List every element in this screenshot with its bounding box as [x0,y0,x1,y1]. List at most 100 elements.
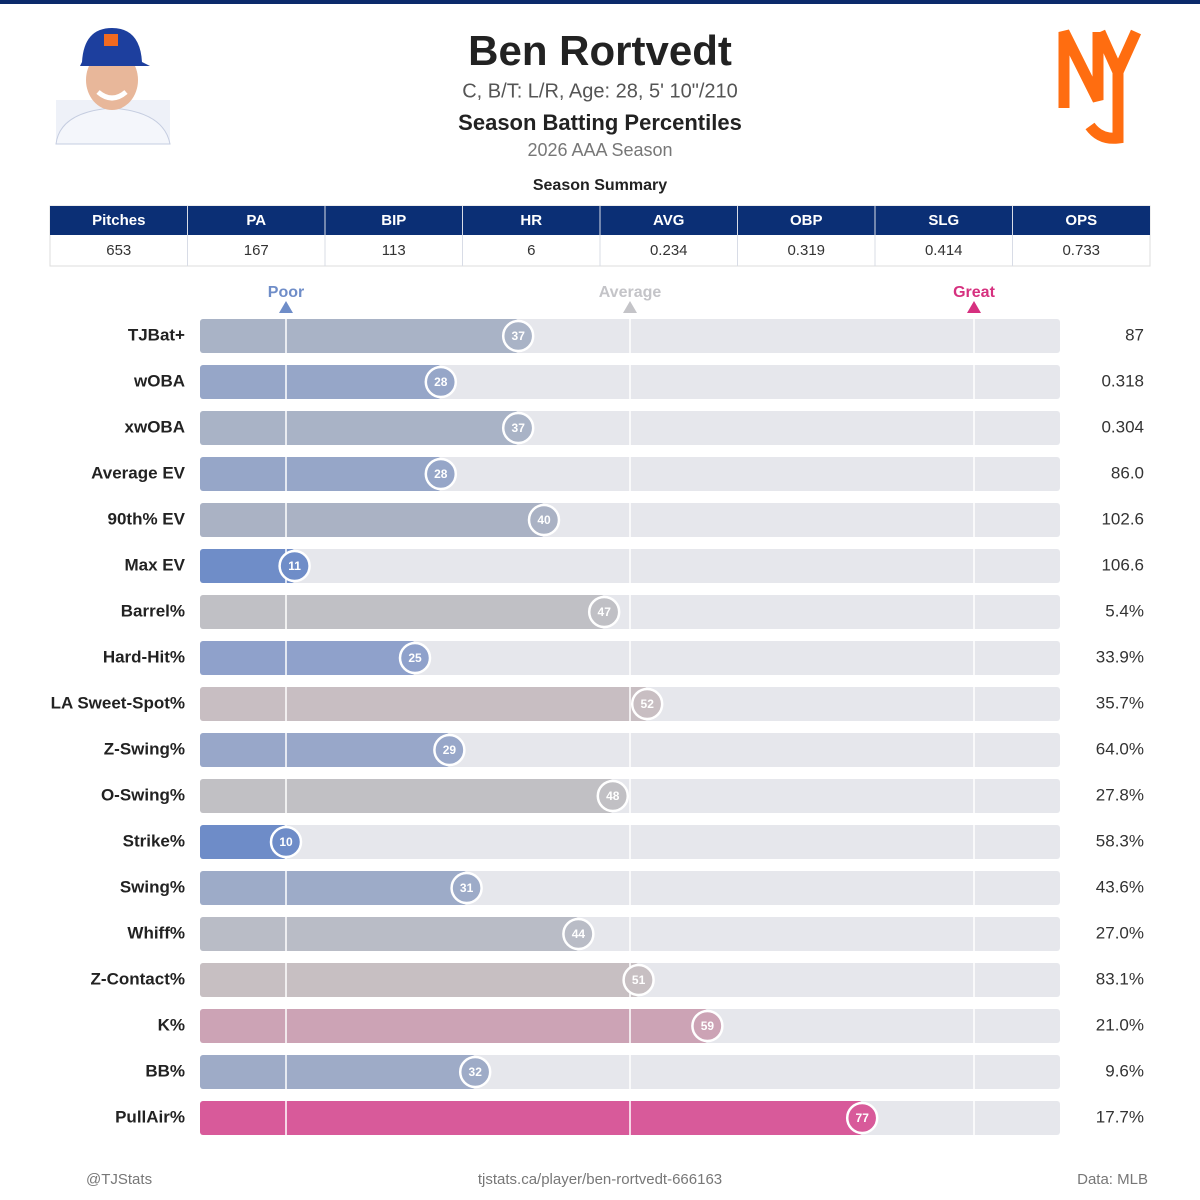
table-cell: 653 [106,242,131,259]
stat-value: 27.0% [1096,923,1144,942]
stat-value: 33.9% [1096,647,1144,666]
footer-center: tjstats.ca/player/ben-rortvedt-666163 [478,1171,722,1188]
value-bubble [630,687,664,721]
value-label: 25 [408,651,422,665]
value-bubble [691,1009,724,1043]
table-cell: 0.733 [1062,242,1100,259]
bar [200,779,613,813]
stat-value: 21.0% [1096,1015,1144,1034]
value-label: 59 [701,1019,715,1033]
row-label: Hard-Hit% [103,647,185,666]
table-header: PA [246,212,266,229]
value-bubble [501,319,535,353]
heading: Season Batting Percentiles [458,110,742,135]
table-header: OPS [1065,212,1097,229]
value-bubble [596,779,630,813]
table-cell: 113 [382,242,406,259]
row-label: Z-Contact% [91,969,185,988]
player-photo [55,28,171,145]
value-bubble [269,825,303,859]
bar [200,319,519,353]
bar [200,365,441,399]
value-label: 11 [288,559,301,573]
reference-marker [623,301,637,313]
value-label: 37 [512,329,526,343]
value-label: 52 [641,697,655,711]
row-label: Max EV [125,555,186,574]
reference-label: Poor [268,284,304,301]
bar [200,1101,863,1135]
table-cell: 167 [244,242,269,259]
value-bubble [562,917,595,951]
row-label: O-Swing% [101,785,185,804]
value-label: 31 [460,881,474,895]
value-label: 77 [856,1111,870,1125]
stat-value: 106.6 [1101,555,1144,574]
table-header: HR [520,212,542,229]
table-cell: 6 [527,242,535,259]
table-cell: 0.234 [650,242,688,259]
bar [200,457,441,491]
bar [200,549,295,583]
value-bubble [845,1101,879,1135]
value-bubble [433,733,466,767]
stat-value: 0.318 [1101,371,1144,390]
value-label: 28 [434,375,448,389]
value-label: 44 [572,927,586,941]
stat-value: 5.4% [1105,601,1144,620]
stat-value: 87 [1125,325,1144,344]
bar [200,503,544,537]
value-bubble [501,411,535,445]
stat-value: 102.6 [1101,509,1144,528]
season: 2026 AAA Season [527,140,672,160]
row-label: PullAir% [115,1107,185,1126]
value-label: 51 [632,973,646,987]
table-header: Pitches [92,212,145,229]
row-label: Barrel% [121,601,185,620]
table-header: SLG [928,212,959,229]
table-cell: 0.414 [925,242,963,259]
value-label: 37 [512,421,526,435]
row-label: Swing% [120,877,185,896]
team-logo [1058,29,1142,144]
stat-value: 0.304 [1101,417,1144,436]
bar [200,1055,476,1089]
stat-value: 83.1% [1096,969,1144,988]
reference-marker [967,301,981,313]
value-label: 29 [443,743,457,757]
table-header: BIP [381,212,406,229]
row-label: 90th% EV [108,509,186,528]
stat-value: 86.0 [1111,463,1144,482]
bar [200,963,639,997]
reference-label: Average [599,284,662,301]
row-label: Average EV [91,463,186,482]
bar [200,733,450,767]
row-label: wOBA [133,371,185,390]
row-label: Strike% [123,831,185,850]
row-label: K% [158,1015,185,1034]
bar [200,687,648,721]
row-label: Z-Swing% [104,739,185,758]
value-bubble [424,457,458,491]
value-bubble [527,503,561,537]
reference-label: Great [953,284,995,301]
stat-value: 35.7% [1096,693,1144,712]
value-bubble [450,871,483,905]
table-header: AVG [653,212,684,229]
bar [200,1009,708,1043]
stat-value: 9.6% [1105,1061,1144,1080]
value-bubble [587,595,621,629]
reference-marker [279,301,293,313]
value-bubble [424,365,458,399]
value-label: 32 [469,1065,483,1079]
top-rule [0,0,1200,4]
value-bubble [458,1055,492,1089]
summary-title: Season Summary [533,177,667,194]
stat-value: 64.0% [1096,739,1144,758]
stat-value: 58.3% [1096,831,1144,850]
title: Ben Rortvedt [468,27,732,74]
footer-left: @TJStats [86,1171,152,1188]
value-label: 40 [537,513,551,527]
value-bubble [622,963,655,997]
